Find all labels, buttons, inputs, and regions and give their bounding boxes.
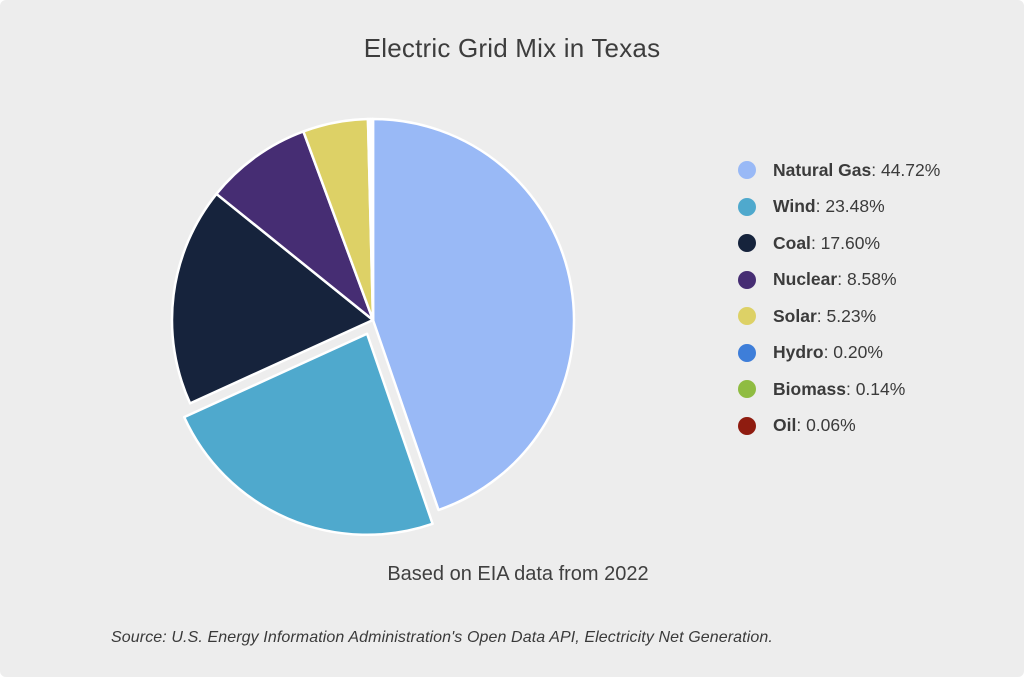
pie-slice-wind [182, 332, 434, 537]
legend-separator: : [837, 269, 847, 290]
legend-separator: : [796, 415, 807, 436]
legend-value: 44.72% [880, 159, 941, 180]
legend-value: 17.60% [820, 232, 881, 253]
legend-label: Nuclear [773, 269, 838, 290]
legend-value: 5.23% [826, 305, 877, 326]
pie-slice-coal [170, 192, 375, 405]
legend-separator: : [823, 342, 834, 363]
legend-swatch-icon [738, 161, 756, 180]
chart-title: Electric Grid Mix in Texas [363, 33, 661, 63]
legend: Natural Gas: 44.72% Wind: 23.48% Coal: 1… [738, 152, 940, 444]
legend-row-coal: Coal: 17.60% [738, 225, 940, 262]
legend-label: Hydro [773, 342, 824, 363]
legend-swatch-icon [738, 307, 756, 326]
chart-caption: Based on EIA data from 2022 [387, 563, 649, 585]
legend-separator: : [871, 159, 881, 180]
legend-label: Solar [773, 305, 817, 326]
pie-slice-nuclear [215, 130, 375, 322]
source-attribution: Source: U.S. Energy Information Administ… [111, 629, 773, 646]
legend-value: 0.20% [833, 342, 883, 363]
legend-label: Wind [773, 196, 816, 217]
legend-row-biomass: Biomass: 0.14% [738, 371, 940, 408]
legend-label: Coal [773, 232, 811, 253]
legend-row-nuclear: Nuclear: 8.58% [738, 262, 940, 299]
legend-value: 8.58% [846, 269, 897, 290]
legend-label: Oil [773, 415, 797, 436]
legend-row-solar: Solar: 5.23% [738, 298, 940, 335]
legend-separator: : [845, 378, 856, 399]
pie-slice-natural-gas [371, 117, 576, 512]
legend-separator: : [810, 232, 821, 253]
legend-row-natural-gas: Natural Gas: 44.72% [738, 152, 940, 189]
legend-value: 0.06% [806, 415, 856, 436]
legend-separator: : [815, 196, 826, 217]
legend-row-wind: Wind: 23.48% [738, 189, 940, 226]
legend-label: Biomass [773, 378, 846, 399]
pie-slice-oil [370, 117, 375, 322]
legend-value: 23.48% [825, 196, 885, 217]
legend-value: 0.14% [855, 378, 906, 399]
legend-label: Natural Gas [773, 159, 872, 180]
legend-row-oil: Oil: 0.06% [738, 408, 940, 445]
legend-row-hydro: Hydro: 0.20% [738, 335, 940, 372]
legend-swatch-icon [738, 380, 756, 399]
legend-swatch-icon [738, 197, 756, 216]
legend-swatch-icon [738, 234, 756, 253]
legend-swatch-icon [738, 343, 756, 362]
legend-swatch-icon [738, 270, 756, 289]
legend-swatch-icon [738, 416, 756, 435]
legend-separator: : [816, 305, 827, 326]
